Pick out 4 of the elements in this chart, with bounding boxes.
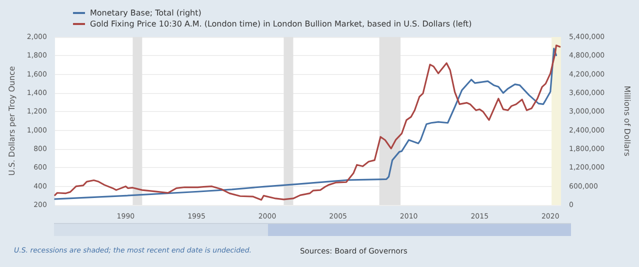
- y-axis-title: U.S. Dollars per Troy Ounce: [8, 66, 16, 176]
- y2-axis-title: Millions of Dollars: [622, 86, 632, 156]
- legend-label: Monetary Base; Total (right): [90, 8, 202, 18]
- legend-label: Gold Fixing Price 10:30 A.M. (London time) in London Bullion Market, based in U.S. Dollars (left): [90, 20, 472, 28]
